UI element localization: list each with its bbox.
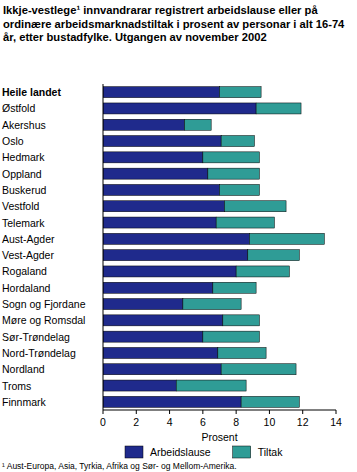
category-label: Møre og Romsdal bbox=[2, 314, 85, 326]
x-tick-label: 8 bbox=[233, 416, 239, 428]
bar bbox=[103, 233, 249, 244]
bar bbox=[103, 152, 203, 163]
category-label: Nordland bbox=[2, 363, 45, 375]
bar bbox=[103, 184, 220, 195]
bar bbox=[103, 315, 223, 326]
bars bbox=[103, 87, 324, 408]
x-axis bbox=[103, 410, 336, 411]
bar bbox=[241, 396, 299, 407]
x-tick bbox=[302, 410, 303, 414]
category-label: Buskerud bbox=[2, 184, 47, 196]
category-label: Sør-Trøndelag bbox=[2, 331, 70, 343]
bar bbox=[208, 168, 260, 179]
category-label: Aust-Agder bbox=[2, 233, 55, 245]
x-tick bbox=[202, 410, 203, 414]
category-label: Troms bbox=[2, 380, 31, 392]
x-tick bbox=[269, 410, 270, 414]
y-axis bbox=[103, 84, 104, 410]
bar bbox=[203, 152, 260, 163]
category-label: Vest-Agder bbox=[2, 249, 54, 261]
footnote: ¹ Aust-Europa, Asia, Tyrkia, Afrika og S… bbox=[2, 461, 237, 471]
bar bbox=[103, 396, 241, 407]
bar bbox=[218, 347, 266, 358]
category-label: Hedmark bbox=[2, 151, 45, 163]
x-tick-label: 6 bbox=[200, 416, 206, 428]
category-label: Vestfold bbox=[2, 200, 40, 212]
category-label: Finnmark bbox=[2, 396, 47, 408]
bar bbox=[103, 201, 224, 212]
bar bbox=[203, 331, 260, 342]
legend-label: Arbeidslause bbox=[150, 446, 211, 458]
bar bbox=[185, 119, 212, 130]
category-label: Telemark bbox=[2, 217, 45, 229]
category-label: Østfold bbox=[2, 102, 35, 114]
x-tick bbox=[169, 410, 170, 414]
x-tick bbox=[236, 410, 237, 414]
category-label: Heile landet bbox=[2, 86, 61, 98]
category-label: Oslo bbox=[2, 135, 24, 147]
category-label: Nord-Trøndelag bbox=[2, 347, 76, 359]
x-tick-label: 0 bbox=[100, 416, 106, 428]
x-tick bbox=[103, 410, 104, 414]
bar bbox=[223, 315, 260, 326]
x-tick-label: 4 bbox=[167, 416, 173, 428]
legend-swatch bbox=[125, 446, 143, 458]
x-tick-label: 14 bbox=[330, 416, 342, 428]
bar bbox=[103, 380, 176, 391]
bar bbox=[103, 250, 248, 261]
bar bbox=[103, 266, 236, 277]
x-tick bbox=[336, 410, 337, 414]
bar bbox=[103, 217, 216, 228]
bar bbox=[103, 331, 203, 342]
bar bbox=[103, 87, 220, 98]
legend-swatch bbox=[233, 446, 251, 458]
category-label: Oppland bbox=[2, 168, 42, 180]
title: Ikkje-vestlege¹ innvandrarar registrert … bbox=[3, 4, 351, 45]
x-tick-label: 10 bbox=[264, 416, 276, 428]
bar bbox=[224, 201, 286, 212]
bar bbox=[221, 136, 254, 147]
bar bbox=[103, 168, 208, 179]
bar bbox=[103, 347, 218, 358]
bar bbox=[103, 282, 213, 293]
x-tick-label: 12 bbox=[297, 416, 309, 428]
category-label: Akershus bbox=[2, 119, 46, 131]
bar bbox=[103, 364, 221, 375]
bar bbox=[220, 184, 260, 195]
bar bbox=[249, 233, 324, 244]
bar bbox=[220, 87, 262, 98]
bar bbox=[213, 282, 256, 293]
legend-label: Tiltak bbox=[258, 446, 283, 458]
bar bbox=[248, 250, 300, 261]
bar bbox=[103, 136, 221, 147]
category-label: Hordaland bbox=[2, 282, 51, 294]
x-tick-label: 2 bbox=[133, 416, 139, 428]
bar bbox=[236, 266, 289, 277]
bar bbox=[216, 217, 274, 228]
bar bbox=[183, 299, 241, 310]
category-label: Sogn og Fjordane bbox=[2, 298, 86, 310]
bar bbox=[176, 380, 246, 391]
bar bbox=[103, 119, 185, 130]
bar bbox=[103, 299, 183, 310]
category-label: Rogaland bbox=[2, 265, 47, 277]
bar bbox=[103, 103, 256, 114]
x-tick bbox=[136, 410, 137, 414]
x-axis-label: Prosent bbox=[201, 431, 237, 443]
bar bbox=[256, 103, 301, 114]
bar bbox=[221, 364, 296, 375]
